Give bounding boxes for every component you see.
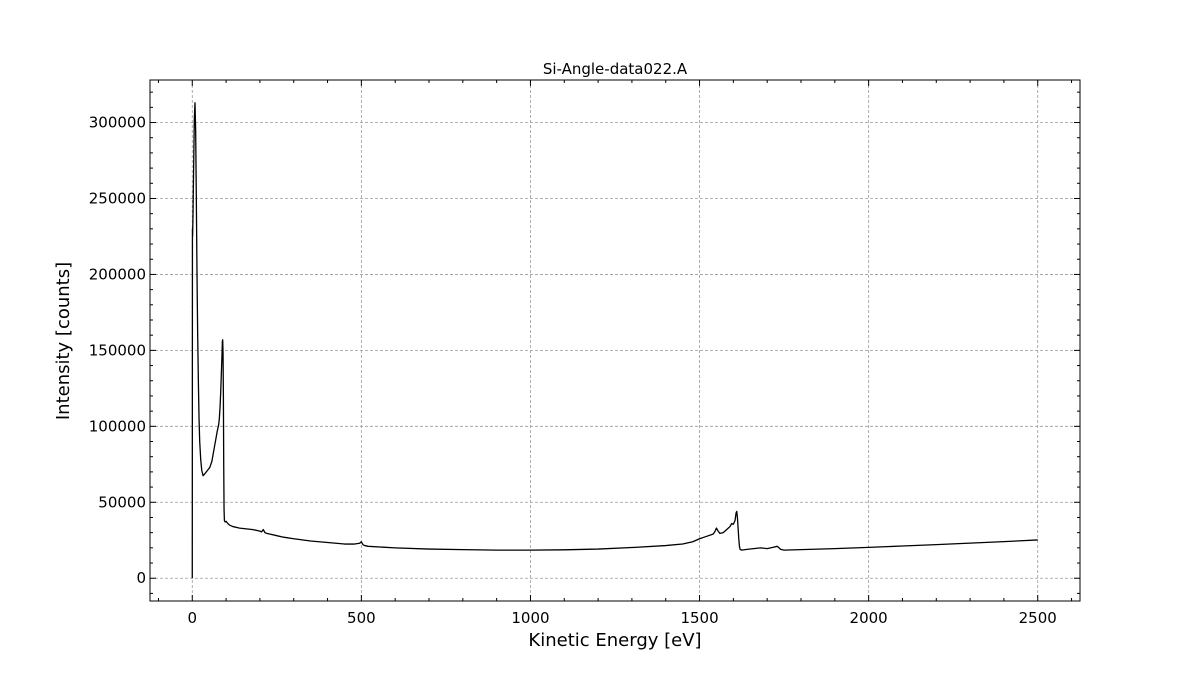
grid-lines bbox=[150, 80, 1080, 601]
y-axis-title: Intensity [counts] bbox=[53, 262, 74, 420]
y-tick-labels: 0 50000 100000 150000 200000 250000 300000 bbox=[89, 114, 146, 588]
y-tick-label: 250000 bbox=[89, 189, 146, 207]
y-tick-label: 100000 bbox=[89, 417, 146, 435]
x-tick-label: 500 bbox=[347, 609, 376, 627]
chart-title: Si-Angle-data022.A bbox=[543, 60, 688, 78]
x-tick-label: 1500 bbox=[680, 609, 718, 627]
y-tick-label: 200000 bbox=[89, 265, 146, 283]
x-tick-label: 2500 bbox=[1019, 609, 1057, 627]
x-tick-label: 0 bbox=[187, 609, 197, 627]
y-tick-label: 300000 bbox=[89, 114, 146, 132]
axis-ticks bbox=[150, 80, 1080, 601]
y-tick-label: 0 bbox=[136, 569, 146, 587]
y-tick-label: 150000 bbox=[89, 341, 146, 359]
x-tick-labels: 0 500 1000 1500 2000 2500 bbox=[187, 609, 1056, 627]
plot-frame bbox=[149, 79, 1081, 602]
x-tick-label: 2000 bbox=[850, 609, 888, 627]
x-axis-title: Kinetic Energy [eV] bbox=[528, 630, 701, 651]
series-layer bbox=[191, 102, 1038, 579]
x-tick-label: 1000 bbox=[511, 609, 549, 627]
y-tick-label: 50000 bbox=[98, 493, 146, 511]
intensity-series-line bbox=[191, 102, 1038, 579]
